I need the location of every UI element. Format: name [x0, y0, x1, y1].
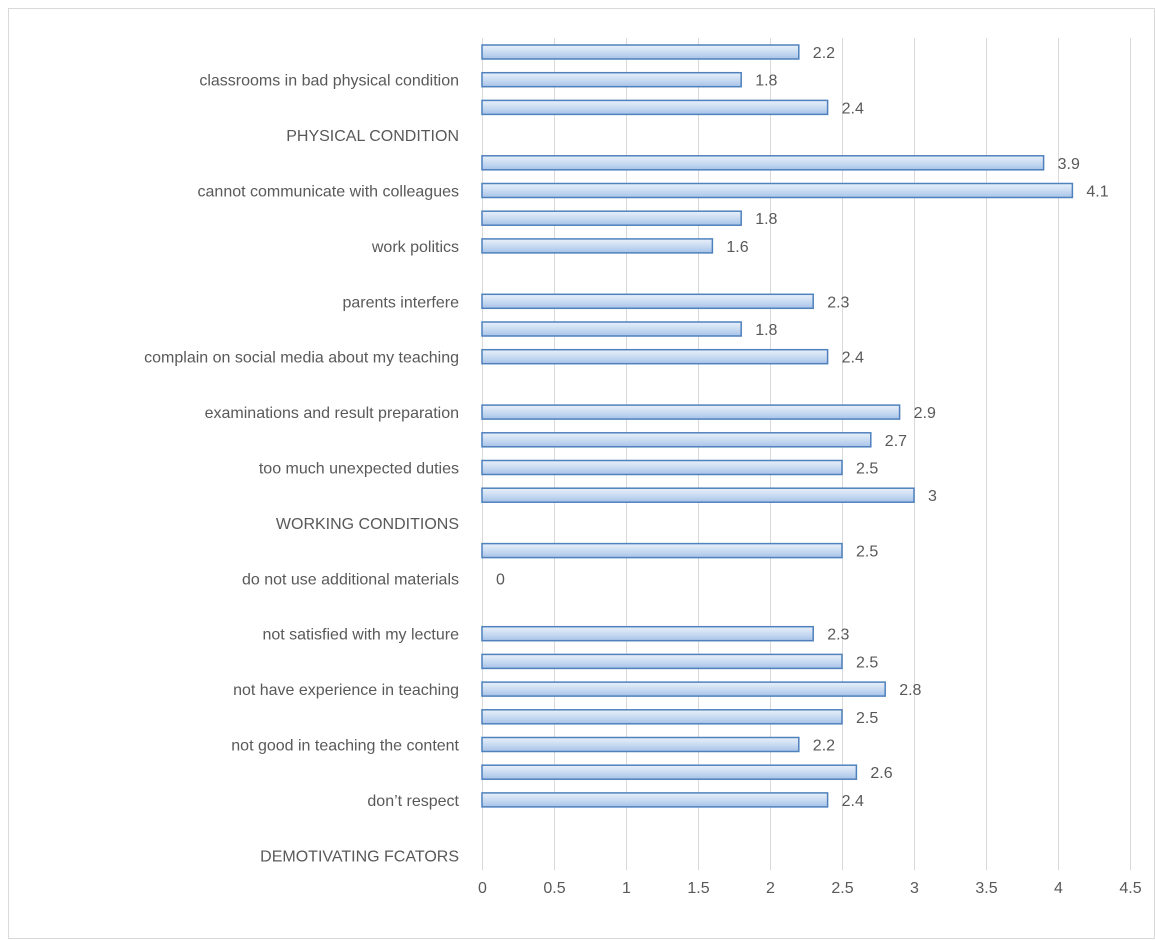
data-label: 2.2 — [813, 738, 835, 755]
bar — [481, 681, 886, 697]
bar — [481, 459, 843, 476]
x-tick-label: 1 — [622, 880, 631, 897]
bar — [481, 404, 901, 420]
bar — [481, 709, 843, 725]
x-tick-label: 0.5 — [543, 880, 565, 897]
category-label: examinations and result preparation — [205, 405, 459, 422]
bar — [481, 293, 814, 310]
category-label: not good in teaching the content — [231, 738, 459, 755]
data-label: 2.6 — [870, 765, 892, 782]
data-label: 2.4 — [842, 350, 864, 367]
x-tick-label: 3 — [910, 880, 919, 897]
data-label: 3 — [928, 488, 937, 505]
bar — [481, 71, 742, 88]
data-label: 2.8 — [899, 682, 921, 699]
category-label: too much unexpected duties — [259, 461, 459, 478]
category-label: parents interfere — [342, 294, 459, 311]
category-labels: classrooms in bad physical condition PHYS… — [144, 73, 459, 866]
category-label: PHYSICAL CONDITION — [286, 128, 459, 145]
category-label: don’t respect — [367, 793, 459, 810]
data-label: 4.1 — [1086, 184, 1108, 201]
bar — [481, 44, 800, 60]
data-label: 2.4 — [842, 100, 864, 117]
bar — [481, 487, 915, 503]
category-label: WORKING CONDITIONS — [276, 516, 459, 533]
category-label: DEMOTIVATING FCATORS — [260, 848, 459, 865]
bar — [481, 736, 800, 753]
bar — [481, 653, 843, 670]
bar — [481, 210, 742, 226]
data-label: 2.5 — [856, 710, 878, 727]
x-tick-label: 1.5 — [687, 880, 709, 897]
category-label: work politics — [371, 239, 459, 256]
data-label: 2.9 — [914, 405, 936, 422]
data-label: 1.6 — [726, 239, 748, 256]
bar — [481, 625, 814, 642]
bar — [481, 542, 843, 559]
data-label: 2.3 — [827, 294, 849, 311]
data-label: 1.8 — [755, 322, 777, 339]
data-label: 2.5 — [856, 461, 878, 478]
x-tick-label: 3.5 — [975, 880, 997, 897]
gridlines — [482, 38, 1131, 870]
data-label: 2.7 — [885, 433, 907, 450]
bar — [481, 432, 872, 448]
bar — [481, 99, 829, 116]
data-labels: 2.2 1.8 2.4 3.9 4.1 1.8 1.6 2.3 1.8 2.4 2.9 2.7 2.5 3… — [496, 45, 1109, 810]
x-tick-label: 2.5 — [831, 880, 853, 897]
category-label: not have experience in teaching — [233, 682, 459, 699]
bar — [481, 238, 714, 254]
bars — [481, 44, 1074, 808]
bar — [481, 348, 829, 365]
category-label: classrooms in bad physical condition — [199, 73, 459, 90]
data-label: 0 — [496, 571, 505, 588]
bar — [481, 155, 1045, 171]
data-label: 1.8 — [755, 73, 777, 90]
data-label: 3.9 — [1058, 156, 1080, 173]
x-tick-label: 0 — [478, 880, 487, 897]
bar — [481, 182, 1074, 199]
bar — [481, 764, 858, 780]
bar — [481, 792, 829, 808]
category-label: cannot communicate with colleagues — [198, 184, 459, 201]
x-tick-label: 4 — [1054, 880, 1063, 897]
category-label: do not use additional materials — [242, 571, 459, 588]
category-label: not satisfied with my lecture — [262, 627, 459, 644]
x-tick-label: 4.5 — [1119, 880, 1141, 897]
data-label: 2.5 — [856, 654, 878, 671]
data-label: 2.4 — [842, 793, 864, 810]
x-axis-tick-labels: 0 0.5 1 1.5 2 2.5 3 3.5 4 4.5 — [478, 880, 1142, 897]
bar — [481, 321, 742, 337]
data-label: 2.3 — [827, 627, 849, 644]
category-label: complain on social media about my teachi… — [144, 350, 459, 367]
data-label: 1.8 — [755, 211, 777, 228]
x-tick-label: 2 — [766, 880, 775, 897]
data-label: 2.2 — [813, 45, 835, 62]
data-label: 2.5 — [856, 544, 878, 561]
